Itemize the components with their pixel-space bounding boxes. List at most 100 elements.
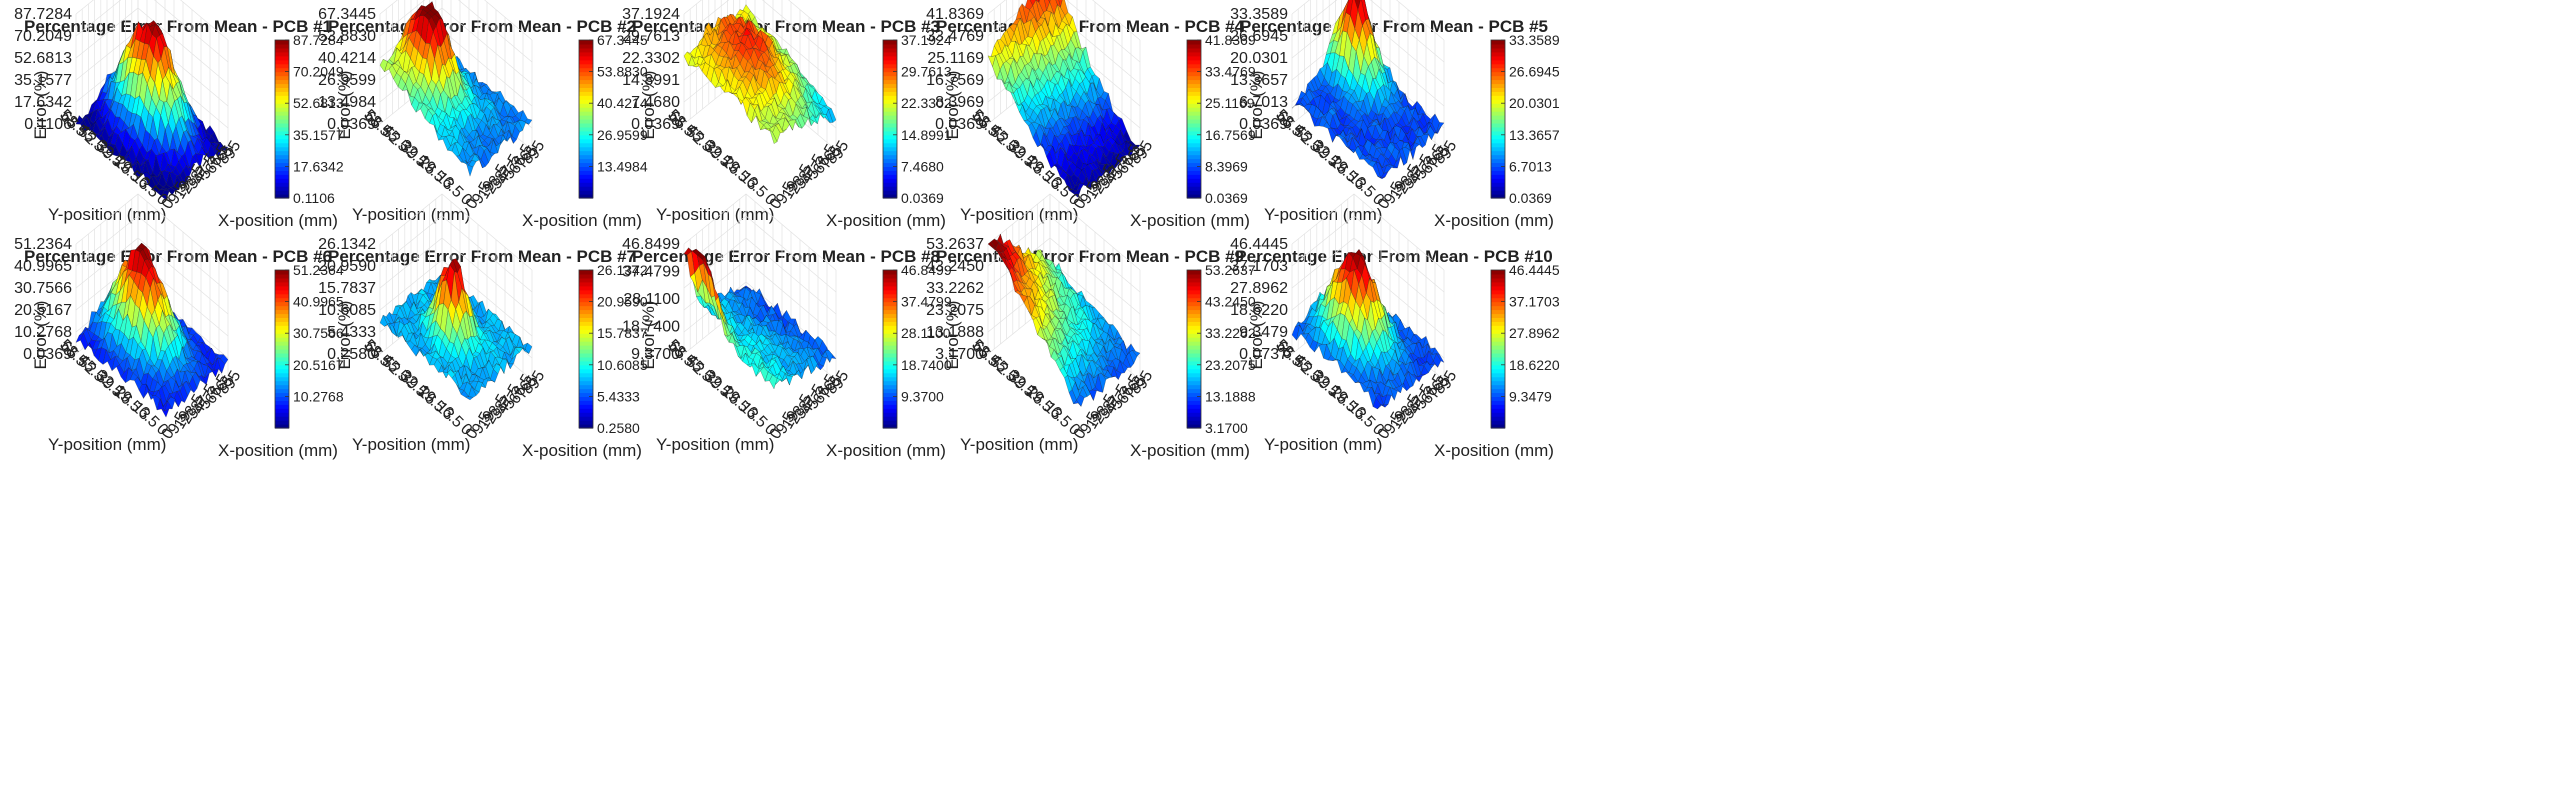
z-tick-label: 37.4799 [622, 264, 680, 281]
colorbar-swatch [1491, 44, 1505, 49]
colorbar-swatch [275, 40, 289, 45]
colorbar-swatch [275, 44, 289, 49]
colorbar-swatch [579, 325, 593, 330]
colorbar-swatch [883, 72, 897, 77]
colorbar-swatch [883, 369, 897, 374]
colorbar-swatch [275, 357, 289, 362]
z-tick-label: 87.7284 [14, 6, 72, 23]
colorbar-swatch [579, 377, 593, 382]
colorbar-swatch [579, 159, 593, 164]
colorbar-swatch [883, 381, 897, 386]
colorbar-swatch [579, 64, 593, 69]
colorbar-swatch [883, 349, 897, 354]
colorbar-swatch [275, 420, 289, 425]
colorbar-swatch [275, 270, 289, 275]
colorbar-swatch [275, 313, 289, 318]
colorbar-swatch [1491, 56, 1505, 61]
colorbar-swatch [579, 83, 593, 88]
colorbar-swatch [1187, 56, 1201, 61]
colorbar-swatch [1187, 87, 1201, 92]
colorbar-swatch [1491, 155, 1505, 160]
colorbar-swatch [579, 76, 593, 81]
colorbar-swatch [1187, 286, 1201, 291]
colorbar-swatch [1187, 83, 1201, 88]
colorbar-swatch [579, 381, 593, 386]
colorbar-swatch [1187, 389, 1201, 394]
z-tick-label: 20.0301 [1230, 50, 1288, 67]
z-tick-label: 15.7837 [318, 280, 376, 297]
colorbar-swatch [579, 155, 593, 160]
colorbar-swatch [579, 107, 593, 112]
z-axis-label: Error (%) [335, 71, 354, 140]
x-axis-label: X-position (mm) [826, 441, 946, 460]
colorbar-swatch [275, 143, 289, 148]
z-tick-label: 40.4214 [318, 50, 376, 67]
z-tick-label: 67.3445 [318, 6, 376, 23]
colorbar-swatch [579, 286, 593, 291]
z-tick-label: 33.4769 [926, 28, 984, 45]
colorbar-swatch [1187, 420, 1201, 425]
colorbar-swatch [1491, 170, 1505, 175]
colorbar-swatch [883, 170, 897, 175]
colorbar-swatch [883, 44, 897, 49]
colorbar-swatch [275, 274, 289, 279]
colorbar-swatch [1187, 48, 1201, 53]
colorbar-swatch [1187, 64, 1201, 69]
colorbar-swatch [275, 151, 289, 156]
z-tick-label: 33.3589 [1230, 6, 1288, 23]
colorbar-tick-label: 10.2768 [293, 388, 344, 404]
z-tick-label: 70.2049 [14, 28, 72, 45]
colorbar-swatch [1187, 159, 1201, 164]
x-axis-label: X-position (mm) [1130, 211, 1250, 230]
colorbar-swatch [579, 147, 593, 152]
colorbar-swatch [275, 182, 289, 187]
colorbar-swatch [883, 302, 897, 307]
colorbar-swatch [1491, 135, 1505, 140]
colorbar-swatch [1187, 143, 1201, 148]
colorbar-swatch [579, 333, 593, 338]
colorbar-swatch [883, 317, 897, 322]
colorbar-tick-label: 3.1700 [1205, 420, 1248, 436]
colorbar-swatch [1187, 290, 1201, 295]
colorbar-swatch [883, 353, 897, 358]
colorbar-swatch [579, 135, 593, 140]
colorbar-swatch [275, 95, 289, 100]
colorbar-swatch [883, 127, 897, 132]
colorbar-swatch [275, 155, 289, 160]
colorbar-swatch [1187, 127, 1201, 132]
colorbar-swatch [1187, 306, 1201, 311]
z-tick-label: 20.9590 [318, 258, 376, 275]
z-tick-label: 53.8830 [318, 28, 376, 45]
colorbar-swatch [1187, 373, 1201, 378]
colorbar-swatch [1187, 313, 1201, 318]
x-axis-label: X-position (mm) [826, 211, 946, 230]
colorbar-swatch [275, 341, 289, 346]
colorbar-swatch [883, 341, 897, 346]
colorbar-swatch [1491, 143, 1505, 148]
colorbar-swatch [275, 317, 289, 322]
colorbar-swatch [1187, 369, 1201, 374]
colorbar-swatch [1491, 103, 1505, 108]
colorbar-swatch [579, 123, 593, 128]
colorbar-swatch [1187, 270, 1201, 275]
colorbar-swatch [275, 278, 289, 283]
chart-panel: Percentage Error From Mean - PCB #20.036… [318, 0, 648, 230]
colorbar-swatch [1491, 80, 1505, 85]
colorbar-swatch [579, 111, 593, 116]
colorbar-swatch [1187, 178, 1201, 183]
colorbar-swatch [883, 373, 897, 378]
colorbar-swatch [275, 286, 289, 291]
y-axis-label: Y-position (mm) [960, 435, 1078, 454]
colorbar-swatch [1491, 151, 1505, 156]
colorbar-swatch [1187, 95, 1201, 100]
colorbar-swatch [579, 52, 593, 57]
colorbar-swatch [1187, 91, 1201, 96]
colorbar-swatch [883, 313, 897, 318]
z-tick-label: 43.2450 [926, 258, 984, 275]
colorbar-swatch [579, 60, 593, 65]
z-axis-label: Error (%) [335, 301, 354, 370]
colorbar-swatch [275, 290, 289, 295]
colorbar-swatch [579, 72, 593, 77]
colorbar-swatch [275, 337, 289, 342]
colorbar-swatch [579, 91, 593, 96]
